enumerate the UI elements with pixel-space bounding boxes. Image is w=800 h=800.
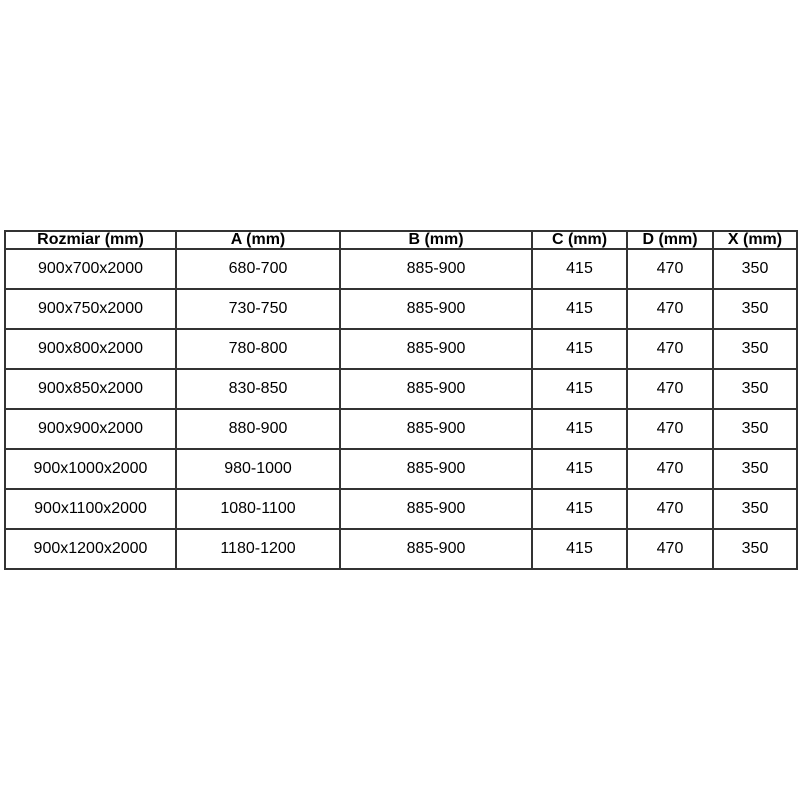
cell-b: 885-900 xyxy=(339,328,533,370)
table-header-row: Rozmiar (mm) A (mm) B (mm) C (mm) D (mm)… xyxy=(4,230,798,250)
table-row: 900x850x2000 830-850 885-900 415 470 350 xyxy=(4,368,798,410)
cell-d: 470 xyxy=(626,288,714,330)
cell-rozmiar: 900x900x2000 xyxy=(4,408,177,450)
cell-d: 470 xyxy=(626,408,714,450)
cell-x: 350 xyxy=(712,528,798,570)
cell-a: 680-700 xyxy=(175,248,341,290)
cell-c: 415 xyxy=(531,408,628,450)
table-row: 900x1100x2000 1080-1100 885-900 415 470 … xyxy=(4,488,798,530)
cell-x: 350 xyxy=(712,408,798,450)
cell-rozmiar: 900x1100x2000 xyxy=(4,488,177,530)
cell-a: 880-900 xyxy=(175,408,341,450)
table-row: 900x1200x2000 1180-1200 885-900 415 470 … xyxy=(4,528,798,570)
table-row: 900x1000x2000 980-1000 885-900 415 470 3… xyxy=(4,448,798,490)
cell-d: 470 xyxy=(626,448,714,490)
cell-d: 470 xyxy=(626,248,714,290)
cell-rozmiar: 900x1000x2000 xyxy=(4,448,177,490)
cell-rozmiar: 900x750x2000 xyxy=(4,288,177,330)
cell-a: 730-750 xyxy=(175,288,341,330)
cell-x: 350 xyxy=(712,488,798,530)
cell-a: 1180-1200 xyxy=(175,528,341,570)
cell-b: 885-900 xyxy=(339,408,533,450)
column-header-x: X (mm) xyxy=(712,230,798,250)
cell-b: 885-900 xyxy=(339,248,533,290)
column-header-rozmiar: Rozmiar (mm) xyxy=(4,230,177,250)
cell-c: 415 xyxy=(531,488,628,530)
cell-b: 885-900 xyxy=(339,448,533,490)
cell-b: 885-900 xyxy=(339,488,533,530)
cell-b: 885-900 xyxy=(339,368,533,410)
cell-rozmiar: 900x850x2000 xyxy=(4,368,177,410)
cell-d: 470 xyxy=(626,488,714,530)
cell-c: 415 xyxy=(531,528,628,570)
table-row: 900x700x2000 680-700 885-900 415 470 350 xyxy=(4,248,798,290)
cell-c: 415 xyxy=(531,328,628,370)
column-header-c: C (mm) xyxy=(531,230,628,250)
cell-a: 980-1000 xyxy=(175,448,341,490)
table-row: 900x800x2000 780-800 885-900 415 470 350 xyxy=(4,328,798,370)
dimensions-table: Rozmiar (mm) A (mm) B (mm) C (mm) D (mm)… xyxy=(4,230,798,570)
cell-a: 830-850 xyxy=(175,368,341,410)
cell-x: 350 xyxy=(712,448,798,490)
cell-c: 415 xyxy=(531,368,628,410)
cell-x: 350 xyxy=(712,368,798,410)
cell-b: 885-900 xyxy=(339,288,533,330)
cell-c: 415 xyxy=(531,288,628,330)
column-header-a: A (mm) xyxy=(175,230,341,250)
cell-rozmiar: 900x700x2000 xyxy=(4,248,177,290)
cell-a: 780-800 xyxy=(175,328,341,370)
cell-x: 350 xyxy=(712,248,798,290)
cell-d: 470 xyxy=(626,368,714,410)
cell-rozmiar: 900x800x2000 xyxy=(4,328,177,370)
cell-d: 470 xyxy=(626,528,714,570)
cell-a: 1080-1100 xyxy=(175,488,341,530)
column-header-b: B (mm) xyxy=(339,230,533,250)
cell-c: 415 xyxy=(531,248,628,290)
cell-rozmiar: 900x1200x2000 xyxy=(4,528,177,570)
cell-x: 350 xyxy=(712,328,798,370)
table-row: 900x900x2000 880-900 885-900 415 470 350 xyxy=(4,408,798,450)
table-row: 900x750x2000 730-750 885-900 415 470 350 xyxy=(4,288,798,330)
cell-b: 885-900 xyxy=(339,528,533,570)
column-header-d: D (mm) xyxy=(626,230,714,250)
cell-x: 350 xyxy=(712,288,798,330)
cell-c: 415 xyxy=(531,448,628,490)
cell-d: 470 xyxy=(626,328,714,370)
